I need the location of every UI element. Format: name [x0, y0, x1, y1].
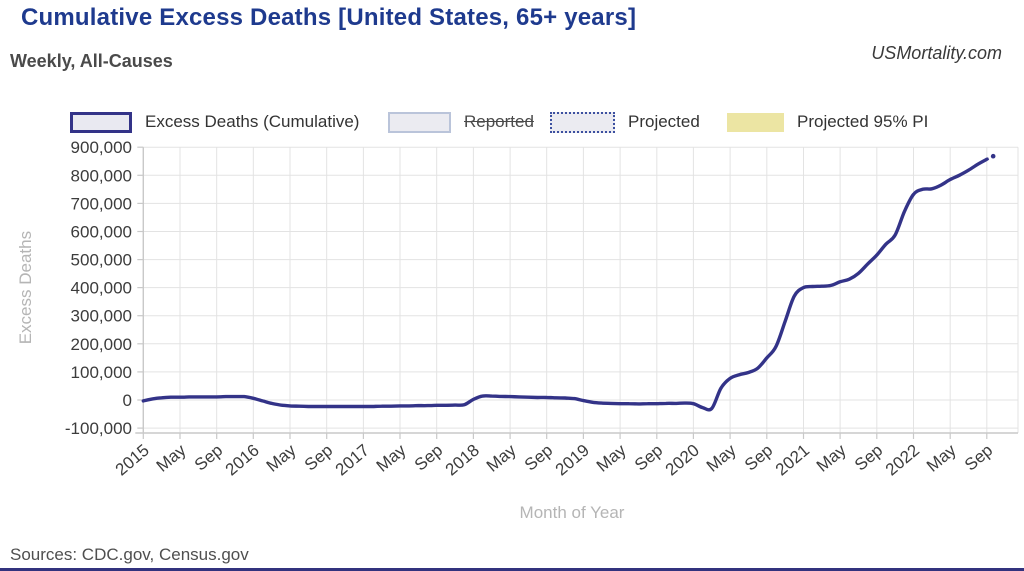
legend-label-projected: Projected	[628, 112, 700, 131]
y-axis-title: Excess Deaths	[16, 231, 35, 344]
svg-text:2015: 2015	[112, 441, 153, 480]
page-subtitle: Weekly, All-Causes	[10, 51, 173, 71]
svg-text:600,000: 600,000	[71, 223, 132, 242]
y-tick-labels: -100,000 0 100,000 200,000 300,000 400,000 500…	[65, 138, 132, 438]
svg-text:May: May	[263, 440, 300, 476]
svg-text:Sep: Sep	[521, 441, 556, 475]
page-title: Cumulative Excess Deaths [United States,…	[21, 4, 637, 31]
svg-text:2021: 2021	[772, 441, 813, 480]
legend-swatch-projected	[550, 111, 615, 133]
svg-text:900,000: 900,000	[71, 138, 132, 157]
svg-text:800,000: 800,000	[71, 166, 132, 185]
axes	[135, 146, 1018, 439]
svg-text:300,000: 300,000	[71, 307, 132, 326]
svg-text:2017: 2017	[332, 441, 373, 480]
svg-text:Sep: Sep	[301, 441, 336, 475]
watermark: USMortality.com	[871, 43, 1002, 63]
svg-text:May: May	[153, 440, 190, 476]
svg-text:May: May	[813, 440, 850, 476]
svg-text:2020: 2020	[662, 441, 703, 480]
sources-text: Sources: CDC.gov, Census.gov	[10, 545, 249, 564]
svg-text:Sep: Sep	[411, 441, 446, 475]
legend-label-reported: Reported	[464, 112, 534, 131]
projected-end-dot	[990, 153, 996, 159]
svg-text:2022: 2022	[882, 441, 923, 480]
svg-text:100,000: 100,000	[71, 363, 132, 382]
x-axis-title: Month of Year	[520, 503, 625, 522]
x-gridlines	[142, 147, 1019, 433]
svg-text:May: May	[593, 440, 630, 476]
svg-text:Sep: Sep	[631, 441, 666, 475]
svg-text:200,000: 200,000	[71, 335, 132, 354]
svg-text:700,000: 700,000	[71, 194, 132, 213]
svg-text:May: May	[703, 440, 740, 476]
svg-text:May: May	[483, 440, 520, 476]
series-line-excess-deaths	[141, 157, 989, 412]
svg-text:Sep: Sep	[741, 441, 776, 475]
svg-text:500,000: 500,000	[71, 251, 132, 270]
legend-label-projected-95-pi: Projected 95% PI	[797, 112, 929, 131]
bottom-border	[0, 568, 1024, 571]
svg-text:2019: 2019	[552, 441, 593, 480]
svg-text:Sep: Sep	[191, 441, 226, 475]
svg-text:May: May	[923, 440, 960, 476]
svg-text:May: May	[373, 440, 410, 476]
svg-text:400,000: 400,000	[71, 279, 132, 298]
legend-item-projected[interactable]: Projected	[550, 108, 700, 136]
legend-swatch-projected-95-pi	[727, 112, 784, 132]
svg-text:-100,000: -100,000	[65, 419, 132, 438]
legend-item-projected-95-pi[interactable]: Projected 95% PI	[727, 108, 928, 136]
svg-text:Sep: Sep	[851, 441, 886, 475]
legend-swatch-reported	[388, 111, 451, 133]
svg-text:0: 0	[123, 391, 132, 410]
legend-item-excess-deaths-cumulative[interactable]: Excess Deaths (Cumulative)	[70, 108, 359, 136]
legend-item-reported[interactable]: Reported	[388, 108, 534, 136]
svg-text:Sep: Sep	[961, 441, 996, 475]
y-gridlines	[143, 146, 1018, 429]
svg-text:2016: 2016	[222, 441, 263, 480]
legend-swatch-excess-deaths	[70, 111, 132, 133]
svg-text:2018: 2018	[442, 441, 483, 480]
legend-label-excess-deaths: Excess Deaths (Cumulative)	[145, 112, 360, 131]
